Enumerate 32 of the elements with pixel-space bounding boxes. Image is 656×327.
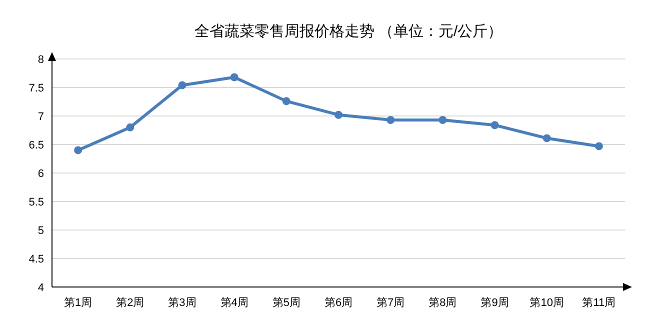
y-tick-label: 4.5 bbox=[28, 254, 44, 266]
y-tick-label: 6 bbox=[38, 168, 44, 180]
point bbox=[230, 73, 238, 82]
x-tick-label: 第6周 bbox=[324, 297, 353, 309]
x-tick-label: 第3周 bbox=[168, 297, 196, 309]
y-tick-label: 4 bbox=[38, 282, 44, 294]
x-tick-label: 第2周 bbox=[116, 297, 144, 309]
x-tick-label: 第9周 bbox=[480, 297, 509, 309]
y-tick-label: 6.5 bbox=[28, 140, 44, 152]
x-tick-label: 第1周 bbox=[64, 297, 92, 309]
point bbox=[386, 116, 395, 124]
point bbox=[542, 134, 551, 142]
x-tick-label: 第11周 bbox=[582, 297, 616, 309]
point bbox=[334, 110, 342, 119]
y-tick-label: 7 bbox=[38, 111, 44, 123]
chart-title: 全省蔬菜零售周报价格走势 （单位：元/公斤） bbox=[194, 23, 503, 40]
x-tick-label: 第5周 bbox=[272, 297, 300, 309]
y-tick-label: 7.5 bbox=[28, 82, 44, 94]
x-tick-label: 第7周 bbox=[376, 297, 405, 309]
y-tick-label: 5 bbox=[38, 225, 44, 237]
point bbox=[178, 81, 186, 90]
point bbox=[438, 116, 447, 124]
x-tick-label: 第8周 bbox=[428, 297, 457, 309]
point bbox=[282, 97, 290, 106]
point bbox=[74, 146, 82, 154]
point bbox=[490, 121, 499, 130]
y-tick-label: 5.5 bbox=[28, 196, 44, 208]
x-tick-label: 第4周 bbox=[220, 297, 248, 309]
x-tick-label: 第10周 bbox=[530, 297, 564, 309]
y-tick-label: 8 bbox=[38, 54, 44, 66]
point bbox=[126, 123, 134, 132]
point bbox=[594, 142, 603, 150]
